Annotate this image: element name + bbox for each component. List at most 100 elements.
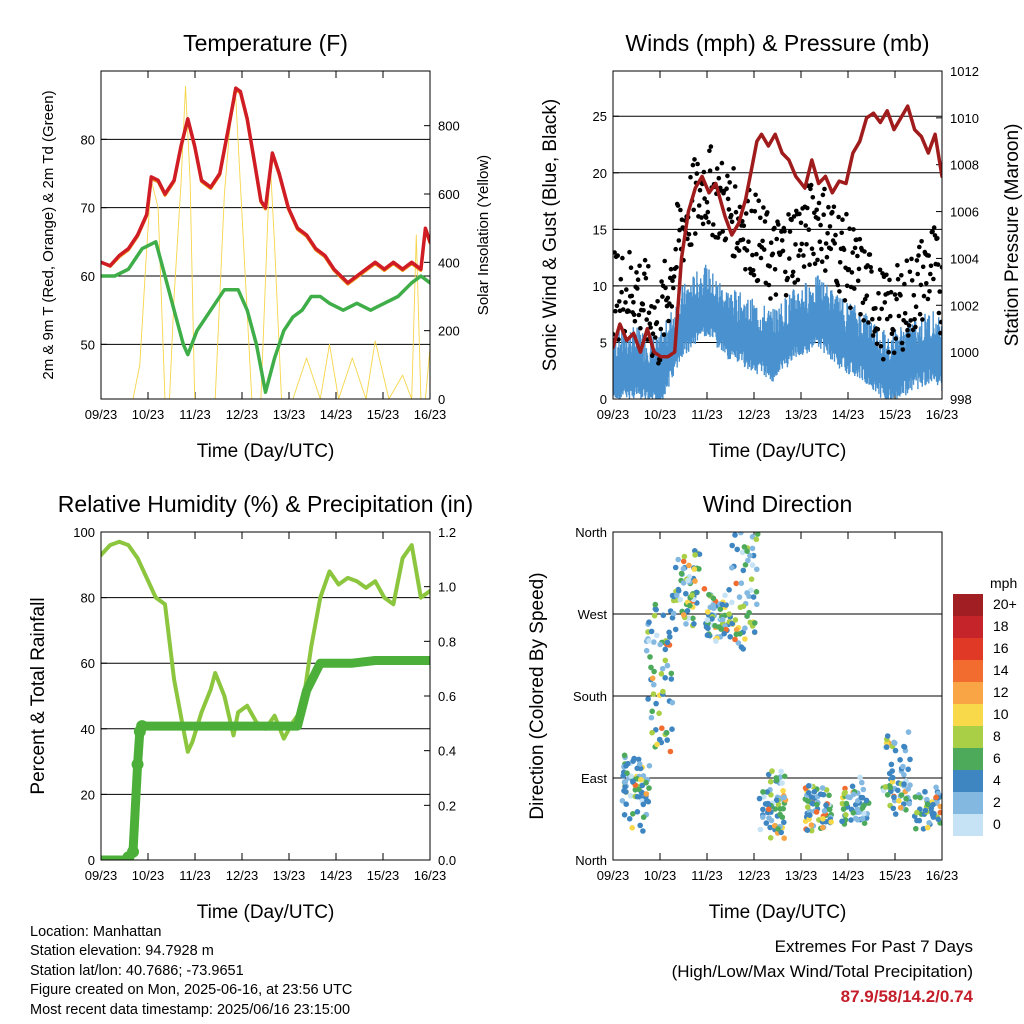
y-right-tick-label-1-4: 1006 xyxy=(950,205,979,220)
direction-point xyxy=(761,794,767,800)
gust-point xyxy=(770,251,776,257)
x-tick-label-2-6: 15/23 xyxy=(367,868,400,883)
direction-point xyxy=(687,602,693,609)
gust-point xyxy=(844,283,850,289)
gust-point xyxy=(729,219,735,225)
gust-point xyxy=(797,211,802,217)
direction-point xyxy=(753,589,760,595)
gust-point xyxy=(792,280,797,285)
direction-point xyxy=(643,791,650,797)
direction-point xyxy=(817,791,824,797)
gust-point xyxy=(815,257,820,263)
gust-point xyxy=(789,217,794,223)
direction-point xyxy=(740,646,746,652)
gust-point xyxy=(819,246,824,252)
direction-point xyxy=(690,615,696,622)
y-tick-label-1-1: 5 xyxy=(600,335,607,350)
direction-point xyxy=(646,619,652,625)
y-axis-label-2: Percent & Total Rainfall xyxy=(28,597,49,794)
direction-point xyxy=(757,826,764,833)
y-tick-label-1-2: 10 xyxy=(593,279,607,294)
gust-point xyxy=(895,276,901,282)
y-right-tick-label-0-0: 0 xyxy=(438,392,445,407)
gust-point xyxy=(675,203,681,208)
direction-point xyxy=(680,580,687,586)
direction-point xyxy=(738,532,744,536)
direction-point xyxy=(729,542,735,549)
gust-point xyxy=(688,174,693,180)
gust-point xyxy=(900,347,906,352)
gust-point xyxy=(772,225,777,231)
direction-point xyxy=(650,691,657,697)
gust-point xyxy=(822,186,827,192)
y-tick-label-2-1: 20 xyxy=(81,787,95,802)
direction-point xyxy=(643,647,650,654)
gust-point xyxy=(839,230,844,236)
direction-point xyxy=(890,805,897,812)
direction-point xyxy=(763,820,770,826)
gust-point xyxy=(815,216,821,221)
direction-point xyxy=(805,783,812,789)
gust-point xyxy=(888,289,894,295)
direction-point xyxy=(901,781,907,787)
gust-point xyxy=(772,267,778,272)
gust-point xyxy=(756,198,761,203)
direction-point xyxy=(664,737,670,743)
humidity-precip-panel: Relative Humidity (%) & Precipitation (i… xyxy=(28,491,473,923)
direction-point xyxy=(738,580,745,586)
direction-point xyxy=(726,587,732,593)
direction-point xyxy=(901,772,907,778)
direction-point xyxy=(643,779,649,786)
direction-point xyxy=(821,808,828,814)
direction-point xyxy=(704,617,711,623)
y-right-axis-label-1: Station Pressure (Maroon) xyxy=(1002,124,1023,347)
colorbar-unit: mph xyxy=(990,575,1017,591)
direction-point xyxy=(670,610,677,617)
direction-point xyxy=(807,812,813,818)
gust-point xyxy=(617,299,622,304)
gust-point xyxy=(614,303,620,309)
gust-point xyxy=(650,331,656,337)
direction-point xyxy=(740,567,747,574)
gust-point xyxy=(676,238,682,243)
gust-point xyxy=(828,246,834,252)
gust-point xyxy=(884,272,889,278)
gust-point xyxy=(715,235,721,240)
gust-point xyxy=(912,317,917,322)
direction-point xyxy=(644,797,650,804)
direction-point xyxy=(889,778,896,785)
direction-point xyxy=(713,638,719,644)
x-tick-label-1-5: 14/23 xyxy=(832,407,865,422)
gust-point xyxy=(911,293,917,298)
direction-point xyxy=(646,763,653,769)
gust-point xyxy=(805,205,810,211)
gust-point xyxy=(780,248,786,254)
direction-point xyxy=(750,594,757,600)
gust-point xyxy=(753,192,758,198)
gust-point xyxy=(761,247,767,252)
direction-point xyxy=(804,798,811,804)
gust-point xyxy=(696,203,702,208)
x-tick-label-1-1: 10/23 xyxy=(644,407,677,422)
colorbar-label-5: 10 xyxy=(993,706,1009,722)
direction-point xyxy=(924,796,930,803)
x-tick-label-1-2: 11/23 xyxy=(691,407,723,422)
direction-point xyxy=(922,788,928,795)
gust-point xyxy=(697,187,703,193)
y-right-tick-label-2-4: 0.8 xyxy=(438,634,456,649)
gust-point xyxy=(804,242,809,247)
gust-point xyxy=(787,229,793,234)
direction-point xyxy=(717,606,724,612)
gust-point xyxy=(634,270,639,275)
gust-point xyxy=(671,274,677,279)
direction-point xyxy=(664,639,671,646)
gust-point xyxy=(641,308,646,313)
gust-point xyxy=(723,236,729,241)
gust-point xyxy=(666,318,671,324)
gust-point xyxy=(909,256,914,262)
direction-point xyxy=(621,779,628,785)
x-axis-label-1: Time (Day/UTC) xyxy=(709,441,847,462)
direction-point xyxy=(839,800,846,807)
y-right-tick-label-0-4: 800 xyxy=(438,119,460,134)
y-tick-label-2-2: 40 xyxy=(81,722,95,737)
